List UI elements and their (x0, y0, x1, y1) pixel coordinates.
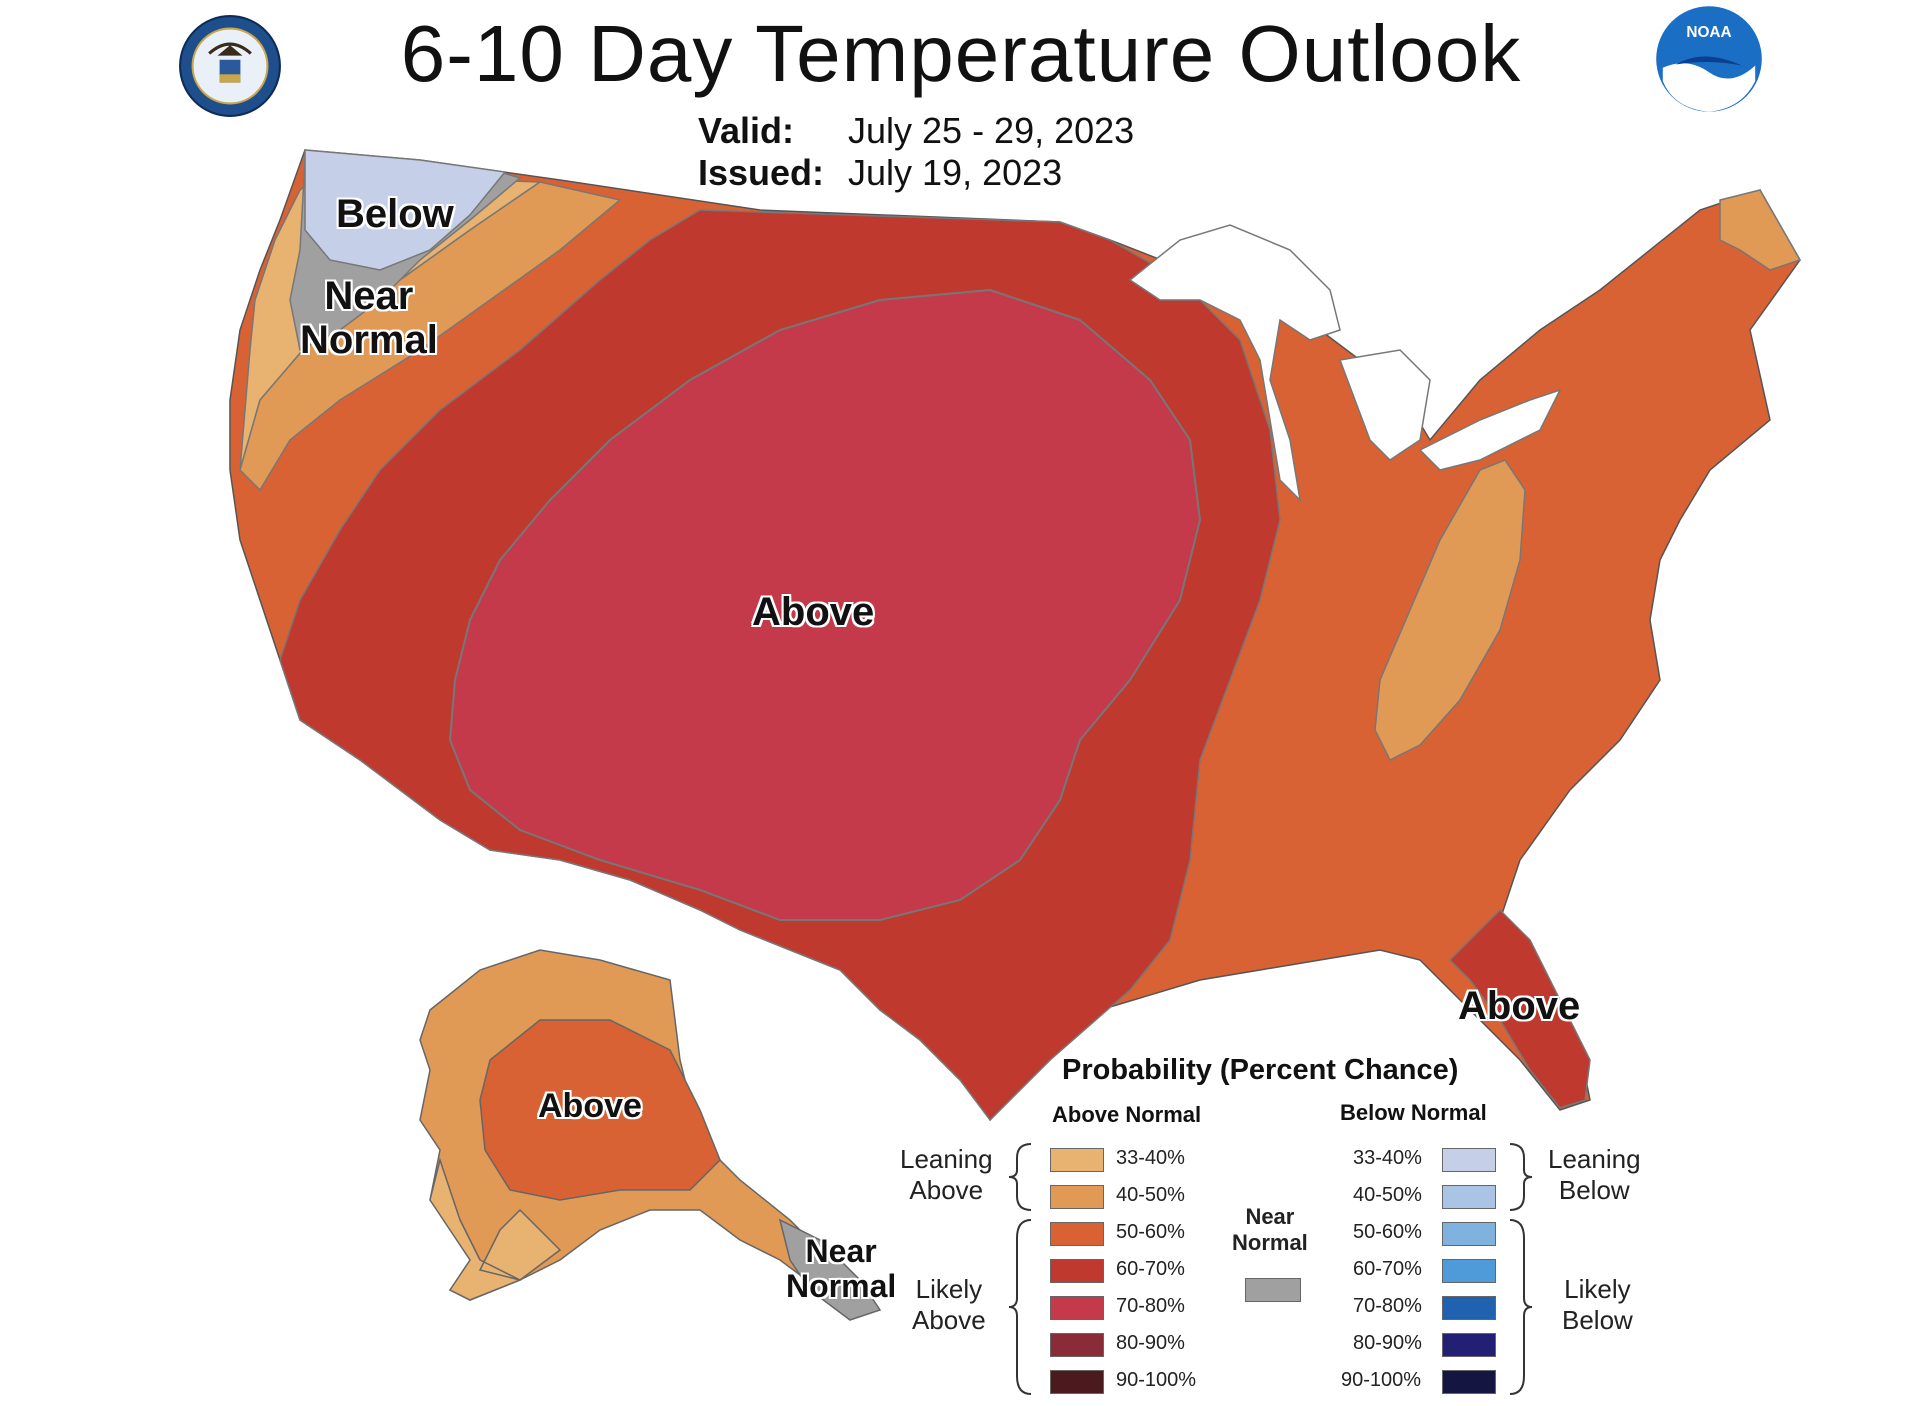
legend-title: Probability (Percent Chance) (1062, 1054, 1459, 1086)
legend-below-range-0: 33-40% (1353, 1147, 1422, 1169)
below-33-40-nw (304, 149, 507, 271)
legend-above-swatch-4 (1050, 1296, 1104, 1320)
legend-below-swatch-1 (1442, 1185, 1496, 1209)
label-near-ak-line1: Near (805, 1233, 877, 1269)
valid-value: July 25 - 29, 2023 (848, 110, 1135, 151)
commerce-seal-icon (179, 15, 281, 117)
legend-below-range-3: 60-70% (1353, 1258, 1422, 1280)
legend-leaning-above: Leaning Above (900, 1144, 993, 1206)
legend-above-swatch-5 (1050, 1333, 1104, 1357)
leaning-below-line1: Leaning (1548, 1144, 1641, 1174)
issued-value: July 19, 2023 (848, 152, 1063, 193)
legend-below-swatch-6 (1442, 1370, 1496, 1394)
page-title: 6-10 Day Temperature Outlook (400, 9, 1522, 98)
leaning-above-line2: Above (909, 1175, 984, 1205)
valid-label: Valid: (698, 110, 795, 151)
legend-above-header: Above Normal (1052, 1102, 1202, 1127)
likely-above-line2: Above (912, 1305, 986, 1335)
legend-below-swatch-4 (1442, 1296, 1496, 1320)
label-near-normal-alaska: Near Normal (786, 1233, 897, 1305)
legend-leaning-below: Leaning Below (1548, 1144, 1641, 1206)
legend-above-range-5: 80-90% (1116, 1332, 1185, 1354)
label-above-alaska: Above (538, 1087, 642, 1125)
legend-below-swatch-2 (1442, 1222, 1496, 1246)
label-above-central: Above (752, 590, 875, 634)
legend-below-range-5: 80-90% (1353, 1332, 1422, 1354)
noaa-text: NOAA (1686, 24, 1731, 41)
legend-above-range-0: 33-40% (1116, 1147, 1185, 1169)
above-70-80-core (448, 288, 1202, 921)
label-near-ak-line2: Normal (786, 1268, 897, 1305)
above-40-50-appalachia (1374, 459, 1526, 762)
legend-below-range-4: 70-80% (1353, 1295, 1422, 1317)
legend-below-header: Below Normal (1340, 1100, 1487, 1125)
legend-above-swatch-3 (1050, 1259, 1104, 1283)
legend-below-range-1: 40-50% (1353, 1184, 1422, 1206)
issued-label: Issued: (698, 152, 825, 193)
label-near-nw-line1: Near (324, 274, 414, 318)
legend-above-range-3: 60-70% (1116, 1258, 1185, 1280)
legend-above-range-1: 40-50% (1116, 1184, 1185, 1206)
legend-above-range-4: 70-80% (1116, 1295, 1185, 1317)
label-below-nw: Below (336, 192, 454, 236)
legend-below-range-2: 50-60% (1353, 1221, 1422, 1243)
brace-leaning-above-icon (1008, 1143, 1032, 1211)
brace-likely-above-icon (1008, 1219, 1032, 1395)
brace-likely-below-icon (1509, 1219, 1533, 1395)
likely-above-line1: Likely (915, 1274, 983, 1304)
leaning-above-line1: Leaning (900, 1144, 993, 1174)
alaska-near-normal-se (778, 1218, 882, 1321)
legend-above-range-2: 50-60% (1116, 1221, 1185, 1243)
label-near-nw-line2: Normal (300, 318, 438, 362)
noaa-logo-icon: NOAA (1656, 6, 1762, 112)
legend-near-normal-swatch (1245, 1278, 1301, 1302)
legend-below-swatch-0 (1442, 1148, 1496, 1172)
alaska-33-40-region (429, 1157, 562, 1301)
legend-below-swatch-5 (1442, 1333, 1496, 1357)
alaska-50-60-core (479, 1019, 721, 1201)
leaning-below-line2: Below (1558, 1175, 1630, 1205)
label-above-florida: Above (1458, 984, 1581, 1028)
above-40-50-maine (1719, 189, 1802, 271)
legend-above-swatch-0 (1050, 1148, 1104, 1172)
legend-likely-above: Likely Above (912, 1274, 986, 1336)
brace-leaning-below-icon (1509, 1143, 1533, 1211)
legend-above-range-6: 90-100% (1116, 1369, 1197, 1391)
valid-issued-block: Valid: July 25 - 29, 2023 Issued: July 19,… (698, 110, 1134, 194)
above-60-70-florida (1448, 908, 1591, 1109)
legend-below-range-6: 90-100% (1341, 1369, 1422, 1391)
legend-above-swatch-2 (1050, 1222, 1104, 1246)
likely-below-line1: Likely (1564, 1274, 1631, 1304)
legend-likely-below: Likely Below (1562, 1274, 1633, 1336)
legend-below-swatch-3 (1442, 1259, 1496, 1283)
legend-near-line2: Normal (1232, 1230, 1308, 1255)
legend-above-swatch-1 (1050, 1185, 1104, 1209)
great-lakes (1128, 224, 1562, 503)
legend-near-line1: Near (1245, 1204, 1295, 1229)
label-near-normal-nw: Near Normal (300, 274, 438, 362)
legend-above-swatch-6 (1050, 1370, 1104, 1394)
likely-below-line2: Below (1562, 1305, 1633, 1335)
legend-near-normal-label: Near Normal (1232, 1204, 1308, 1256)
